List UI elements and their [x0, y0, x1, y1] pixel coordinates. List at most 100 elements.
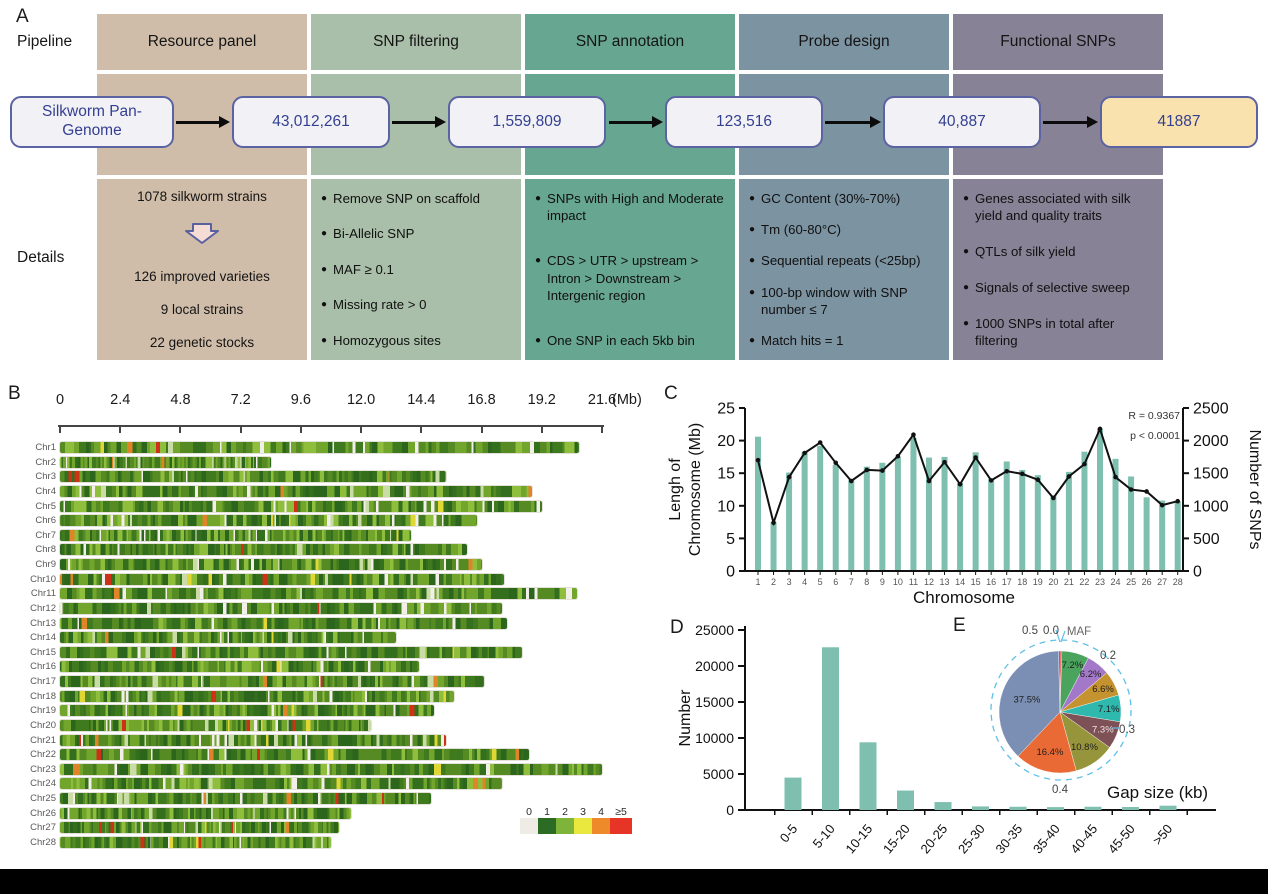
- text-label: 11: [909, 577, 918, 587]
- pipeline-columns: Resource panel 1078 silkworm strains 126 i…: [97, 14, 1167, 360]
- bullet-item: ● 1000 SNPs in total after filtering: [963, 315, 1153, 349]
- bullet-text: Signals of selective sweep: [975, 279, 1130, 295]
- chromosome-label: Chr22: [30, 749, 56, 761]
- text-label: 23: [1095, 577, 1105, 587]
- text-label: Gap size (kb): [1107, 783, 1208, 802]
- chromosome-density-bar: [60, 573, 505, 585]
- text-label: 2500: [1193, 401, 1229, 418]
- flow-node-4: 40,887: [883, 96, 1041, 148]
- length-bar: [910, 437, 917, 571]
- chromosome-label: Chr20: [30, 719, 56, 731]
- bullet-item: ● Signals of selective sweep: [963, 279, 1153, 296]
- gap-bar: [934, 802, 952, 810]
- snp-point: [926, 478, 932, 484]
- arrow-head: [1087, 116, 1098, 128]
- gap-bar: [1084, 806, 1102, 810]
- chromosome-label: Chr17: [30, 676, 56, 688]
- b-axis-line: [58, 425, 604, 427]
- text-label: Number of SNPs: [1246, 429, 1263, 549]
- snp-point: [1004, 468, 1010, 474]
- length-bar: [1081, 451, 1088, 571]
- b-density-legend: 0 1 2 3 4 ≥5: [520, 806, 632, 834]
- bullet-text: Missing rate > 0: [333, 297, 427, 313]
- chromosome-label: Chr3: [35, 471, 56, 483]
- bullet-item: ● Bi-Allelic SNP: [321, 225, 511, 242]
- bullet-text: Tm (60-80°C): [761, 222, 842, 238]
- text-label: 0: [726, 802, 734, 818]
- bullet-text: One SNP in each 5kb bin: [547, 332, 695, 348]
- arrow-head: [219, 116, 230, 128]
- chromosome-label: Chr27: [30, 822, 56, 834]
- b-axis-tick: [420, 425, 423, 433]
- gap-bar: [784, 777, 802, 810]
- chromosome-label: Chr23: [30, 763, 56, 775]
- bullet-text: 100-bp window with SNP number ≤ 7: [761, 284, 908, 317]
- chromosome-density-bar: [60, 778, 502, 790]
- text-label: 5: [818, 577, 823, 587]
- column-header: Resource panel: [97, 14, 307, 70]
- bullet-glyph: ●: [963, 246, 970, 257]
- chromosome-label: Chr4: [35, 485, 56, 497]
- bullet-item: ● One SNP in each 5kb bin: [535, 332, 725, 349]
- b-axis-tick-label: 4.8: [170, 392, 191, 408]
- text-label: 20: [1048, 577, 1058, 587]
- bullet-item: ● CDS > UTR > upstream > Intron > Downstr…: [535, 252, 725, 303]
- length-bar: [941, 456, 948, 571]
- text-label: 7.3%: [1092, 725, 1114, 736]
- chromosome-density-bar: [60, 485, 532, 497]
- bullet-glyph: ●: [321, 193, 328, 204]
- text-label: 7.2%: [1062, 660, 1084, 671]
- text-label: 2: [771, 577, 776, 587]
- b-axis-tick: [179, 425, 182, 433]
- text-label: 26: [1142, 577, 1152, 587]
- b-axis-tick-label: 12.0: [346, 392, 376, 408]
- flow-start-box: Silkworm Pan-Genome: [10, 96, 174, 148]
- chromosome-label: Chr2: [35, 456, 56, 468]
- text-label: 20000: [695, 658, 734, 674]
- text-label: 2000: [1193, 433, 1229, 450]
- snp-point: [786, 474, 792, 480]
- text-label: 10.8%: [1071, 742, 1098, 753]
- length-bar: [1003, 461, 1010, 571]
- snp-point: [942, 459, 947, 465]
- length-bar: [972, 452, 979, 571]
- snp-point: [1035, 477, 1041, 483]
- text-label: 17: [1002, 577, 1012, 587]
- chromosome-density-bar: [60, 442, 580, 453]
- panel-d-label: D: [670, 617, 684, 638]
- b-axis-tick: [119, 425, 122, 433]
- text-label: 1: [755, 577, 760, 587]
- snp-point: [1097, 426, 1103, 432]
- ring-leader: [1055, 629, 1061, 643]
- bullet-item: ● Tm (60-80°C): [749, 221, 939, 238]
- flow-arrow-1: [176, 114, 230, 130]
- chromosome-label: Chr24: [30, 778, 56, 790]
- bullet-glyph: ●: [749, 334, 756, 346]
- text-label: p < 0.0001: [1130, 430, 1180, 442]
- text-label: 24: [1111, 577, 1121, 587]
- legend-swatch: [574, 818, 592, 834]
- length-bar: [1143, 497, 1150, 571]
- chromosome-density-bar: [60, 749, 530, 761]
- length-bar: [1128, 476, 1135, 571]
- text-label: 15000: [695, 694, 734, 710]
- snp-point: [1066, 474, 1072, 479]
- legend-labels: 0 1 2 3 4 ≥5: [520, 806, 632, 818]
- bullet-text: SNPs with High and Moderate impact: [547, 191, 724, 224]
- text-label: 15: [717, 466, 735, 483]
- legend-swatches: [520, 818, 632, 834]
- chromosome-label: Chr26: [30, 807, 56, 819]
- text-label: 0.0: [1043, 625, 1059, 637]
- snp-point: [957, 481, 963, 487]
- flow-node-5: 41887: [1100, 96, 1258, 148]
- text-label: 500: [1193, 531, 1220, 548]
- snp-point: [755, 457, 761, 463]
- bullet-text: Sequential repeats (<25bp): [761, 253, 921, 269]
- chromosome-density-bar: [60, 500, 542, 512]
- text-label: 14: [955, 577, 965, 587]
- column-details: 1078 silkworm strains 126 improved variet…: [97, 179, 307, 360]
- chromosome-label: Chr25: [30, 793, 56, 805]
- panel-d-chart: 0 5000 10000 15000 20000 25000 0-5 5-10 10-15 15-…: [677, 622, 1216, 856]
